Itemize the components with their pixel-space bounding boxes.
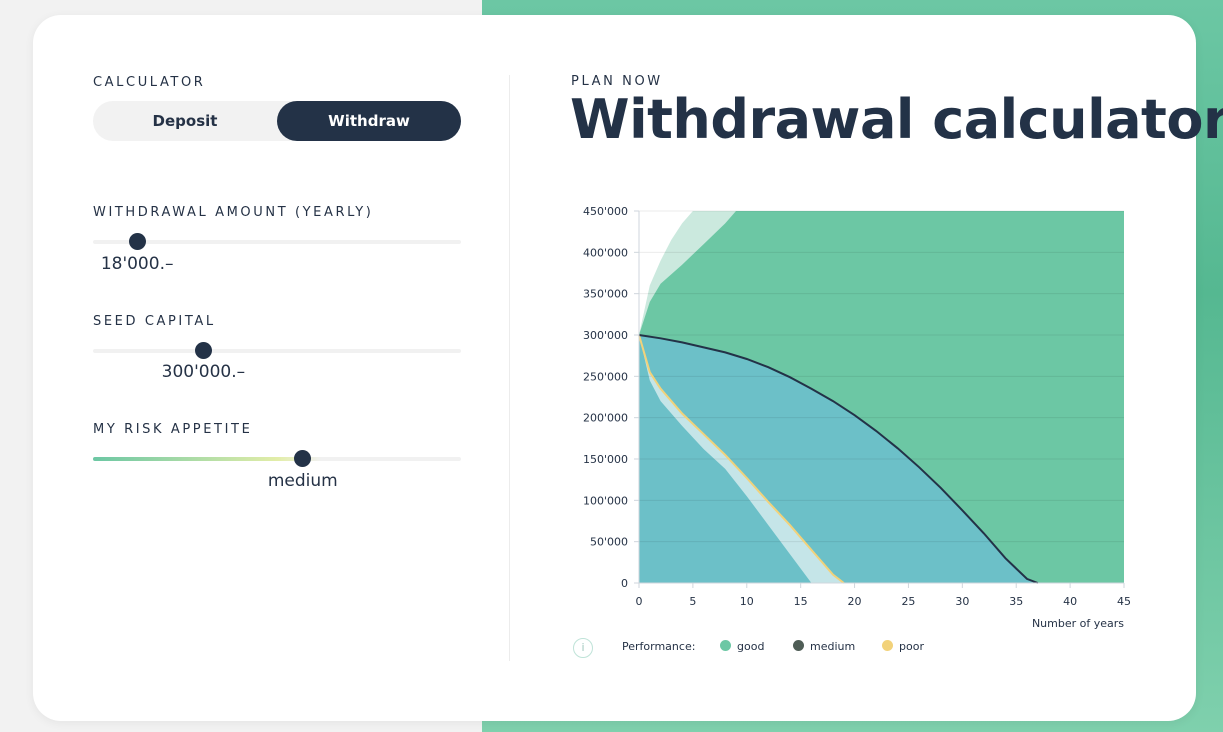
legend-poor-text: poor bbox=[899, 640, 924, 653]
legend-label: Performance: bbox=[622, 640, 696, 653]
page-title: Withdrawal calculator bbox=[570, 88, 1223, 151]
y-tick-label-6: 300'000 bbox=[583, 329, 628, 342]
panel-divider bbox=[509, 75, 510, 661]
withdrawal-amount-slider-handle[interactable] bbox=[128, 233, 146, 250]
x-tick-label-7: 35 bbox=[1009, 595, 1023, 608]
seed-capital-label: SEED CAPITAL bbox=[93, 314, 216, 329]
withdrawal-amount-slider-track[interactable] bbox=[93, 240, 461, 244]
withdraw-toggle-button[interactable]: Withdraw bbox=[277, 101, 461, 141]
y-tick-label-4: 200'000 bbox=[583, 412, 628, 425]
y-tick-label-8: 400'000 bbox=[583, 246, 628, 259]
legend-item-good: good bbox=[720, 640, 764, 653]
risk-appetite-slider-handle[interactable] bbox=[294, 450, 312, 467]
x-tick-label-8: 40 bbox=[1063, 595, 1077, 608]
x-tick-label-9: 45 bbox=[1117, 595, 1131, 608]
legend-item-medium: medium bbox=[793, 640, 855, 653]
legend-good-swatch bbox=[720, 640, 731, 651]
y-tick-label-9: 450'000 bbox=[583, 205, 628, 218]
y-tick-label-7: 350'000 bbox=[583, 288, 628, 301]
y-tick-label-2: 100'000 bbox=[583, 494, 628, 507]
seed-capital-value: 300'000.– bbox=[161, 362, 246, 382]
risk-appetite-value: medium bbox=[267, 471, 338, 491]
medium-line bbox=[638, 334, 1039, 584]
legend-medium-text: medium bbox=[810, 640, 856, 653]
x-tick-label-2: 10 bbox=[740, 595, 754, 608]
legend-item-poor: poor bbox=[882, 640, 924, 653]
mode-toggle[interactable]: Deposit Withdraw bbox=[93, 101, 461, 141]
seed-capital-slider-track[interactable] bbox=[93, 349, 461, 353]
calculator-label: CALCULATOR bbox=[93, 75, 206, 90]
legend-good-text: good bbox=[737, 640, 765, 653]
withdrawal-amount-label: WITHDRAWAL AMOUNT (YEARLY) bbox=[93, 205, 374, 220]
deposit-toggle-button[interactable]: Deposit bbox=[152, 112, 218, 130]
withdrawal-chart: 0 50'000 100'000 150'000 200'000 250'000 300'0… bbox=[583, 205, 1131, 630]
x-tick-label-3: 15 bbox=[794, 595, 808, 608]
risk-appetite-slider-track[interactable] bbox=[93, 457, 461, 461]
legend-medium-swatch bbox=[793, 640, 804, 651]
x-tick-label-6: 30 bbox=[955, 595, 969, 608]
x-tick-label-5: 25 bbox=[901, 595, 915, 608]
poor-line bbox=[638, 334, 845, 584]
y-tick-label-0: 0 bbox=[621, 577, 628, 590]
x-tick-label-1: 5 bbox=[689, 595, 696, 608]
medium-area bbox=[639, 335, 1038, 583]
x-axis-label: Number of years bbox=[1032, 617, 1124, 630]
legend-poor-swatch bbox=[882, 640, 893, 651]
x-tick-label-0: 0 bbox=[636, 595, 643, 608]
plan-now-kicker: PLAN NOW bbox=[571, 74, 663, 89]
y-tick-label-3: 150'000 bbox=[583, 453, 628, 466]
risk-appetite-label: MY RISK APPETITE bbox=[93, 422, 253, 437]
seed-capital-slider-handle[interactable] bbox=[194, 342, 212, 359]
x-tick-label-4: 20 bbox=[848, 595, 862, 608]
y-tick-label-1: 50'000 bbox=[590, 536, 628, 549]
withdrawal-amount-value: 18'000.– bbox=[100, 254, 174, 274]
info-icon[interactable]: i bbox=[573, 638, 593, 658]
y-tick-label-5: 250'000 bbox=[583, 370, 628, 383]
